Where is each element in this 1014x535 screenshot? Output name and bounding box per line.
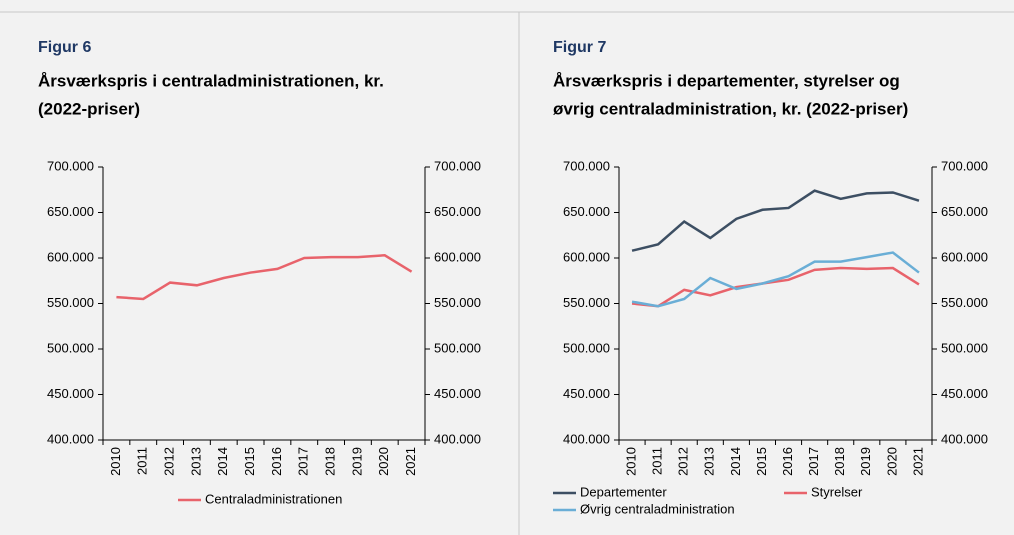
x-tick-label: 2016 [269, 447, 284, 476]
y2-tick-label: 550.000 [434, 295, 481, 310]
series-line [631, 251, 920, 308]
x-tick-label: 2021 [403, 447, 418, 476]
series-line [116, 253, 413, 301]
x-tick-label: 2017 [806, 447, 821, 476]
y2-tick-label: 450.000 [434, 386, 481, 401]
y2-tick-label: 500.000 [941, 340, 988, 355]
x-tick-label: 2013 [188, 447, 203, 476]
y2-tick-label: 650.000 [434, 204, 481, 219]
y-tick-label: 550.000 [563, 295, 610, 310]
x-tick-label: 2021 [910, 447, 925, 476]
y2-tick-label: 700.000 [941, 158, 988, 173]
y2-tick-label: 450.000 [941, 386, 988, 401]
chart-title: øvrig centraladministration, kr. (2022-p… [553, 99, 908, 118]
x-tick-label: 2011 [650, 447, 665, 475]
chart-title: (2022-priser) [38, 99, 140, 118]
y-tick-label: 450.000 [47, 386, 94, 401]
y2-tick-label: 650.000 [941, 204, 988, 219]
legend-label: Øvrig centraladministration [580, 501, 735, 516]
x-tick-label: 2015 [242, 447, 257, 476]
x-tick-label: 2014 [215, 447, 230, 476]
series-line [631, 266, 920, 308]
y2-tick-label: 550.000 [941, 295, 988, 310]
x-tick-label: 2011 [135, 447, 150, 475]
legend-label: Styrelser [811, 484, 863, 499]
x-tick-label: 2020 [884, 447, 899, 476]
y2-tick-label: 500.000 [434, 340, 481, 355]
y-tick-label: 500.000 [47, 340, 94, 355]
x-tick-label: 2010 [623, 447, 638, 476]
y2-tick-label: 600.000 [941, 249, 988, 264]
legend-label: Departementer [580, 484, 667, 499]
chart-title: Årsværkspris i departementer, styrelser … [553, 71, 900, 90]
y2-tick-label: 600.000 [434, 249, 481, 264]
x-tick-label: 2013 [702, 447, 717, 476]
x-tick-label: 2012 [162, 447, 177, 476]
y-tick-label: 700.000 [47, 158, 94, 173]
x-tick-label: 2018 [323, 447, 338, 476]
x-tick-label: 2019 [349, 447, 364, 476]
y-tick-label: 650.000 [563, 204, 610, 219]
y-tick-label: 550.000 [47, 295, 94, 310]
y-tick-label: 400.000 [47, 431, 94, 446]
x-tick-label: 2014 [728, 447, 743, 476]
y-tick-label: 600.000 [563, 249, 610, 264]
figure-label: Figur 7 [553, 39, 606, 56]
y-tick-label: 500.000 [563, 340, 610, 355]
chart-title: Årsværkspris i centraladministrationen, … [38, 71, 384, 90]
x-tick-label: 2010 [108, 447, 123, 476]
legend-label: Centraladministrationen [205, 491, 342, 506]
series-line [631, 189, 920, 252]
y-tick-label: 650.000 [47, 204, 94, 219]
figure-label: Figur 6 [38, 39, 91, 56]
y-tick-label: 600.000 [47, 249, 94, 264]
x-tick-label: 2018 [832, 447, 847, 476]
x-tick-label: 2017 [296, 447, 311, 476]
y-tick-label: 700.000 [563, 158, 610, 173]
y2-tick-label: 400.000 [434, 431, 481, 446]
x-tick-label: 2015 [754, 447, 769, 476]
y-tick-label: 450.000 [563, 386, 610, 401]
x-tick-label: 2016 [780, 447, 795, 476]
y2-tick-label: 400.000 [941, 431, 988, 446]
x-tick-label: 2012 [676, 447, 691, 476]
x-tick-label: 2020 [376, 447, 391, 476]
y-tick-label: 400.000 [563, 431, 610, 446]
x-tick-label: 2019 [858, 447, 873, 476]
y2-tick-label: 700.000 [434, 158, 481, 173]
